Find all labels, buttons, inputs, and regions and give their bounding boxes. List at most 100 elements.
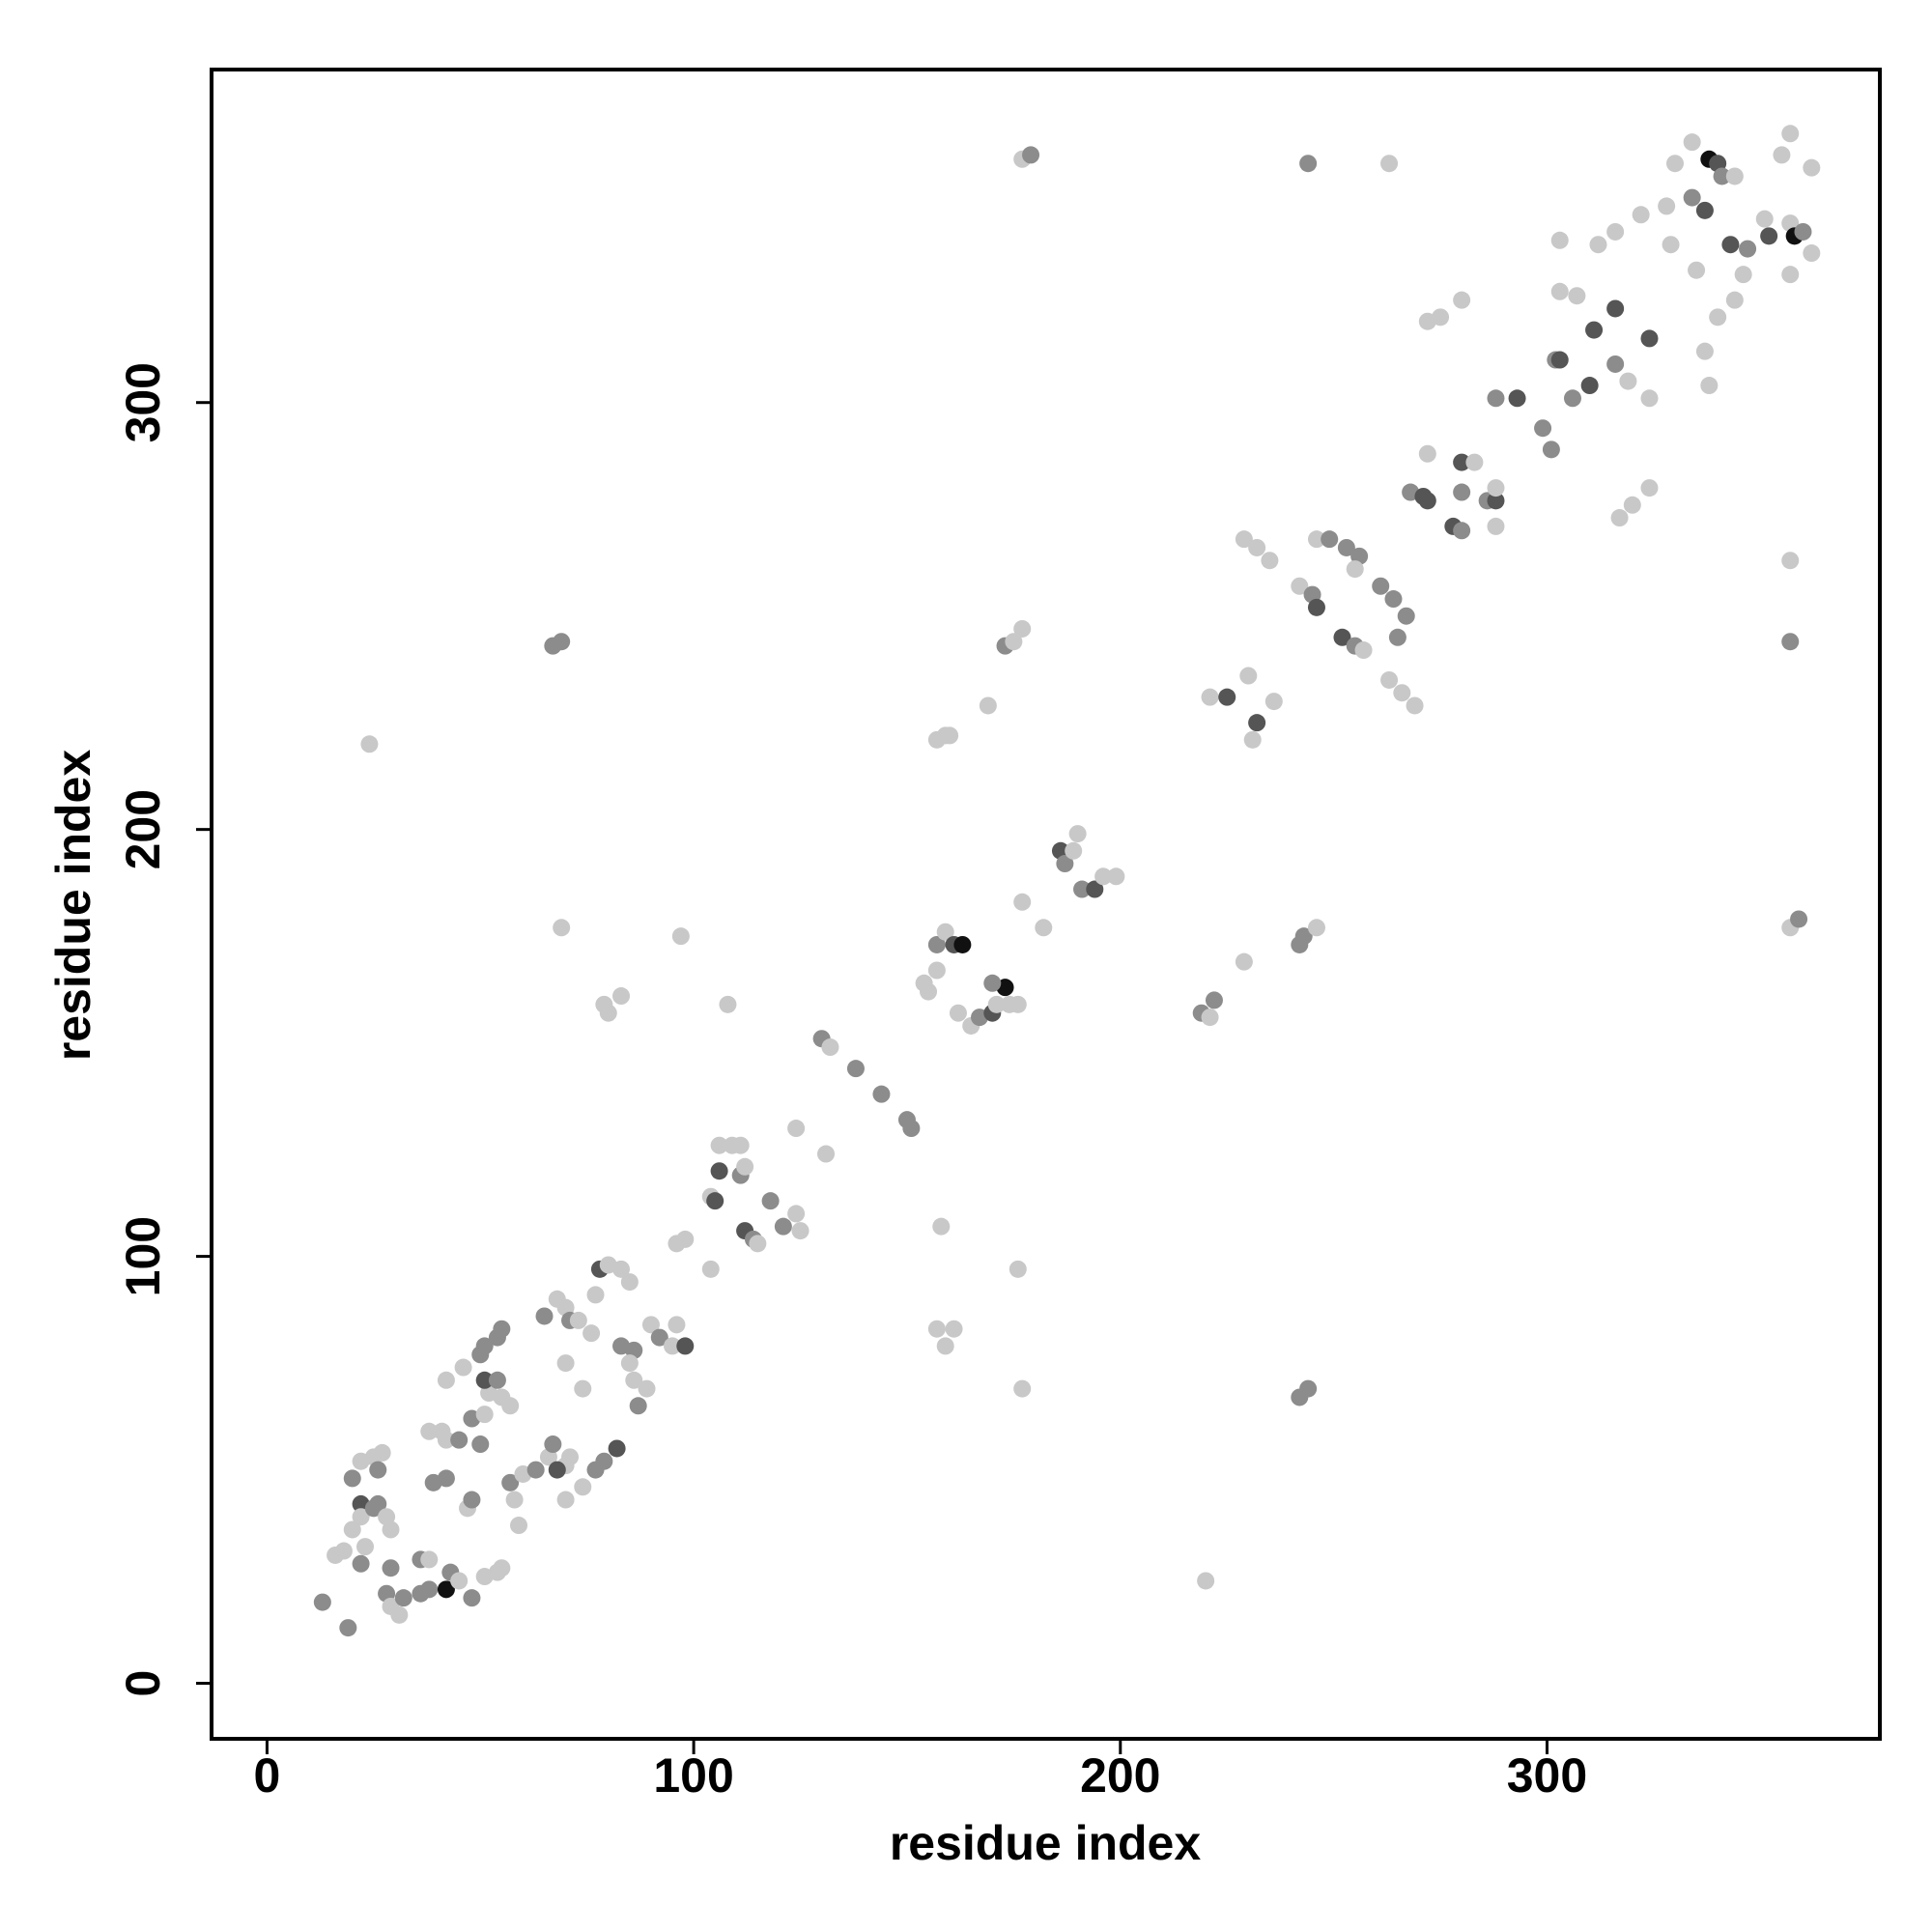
point [493,1320,511,1338]
point [1610,509,1629,527]
point [1781,633,1800,651]
point [1380,155,1399,173]
point [1005,633,1023,651]
point [701,1260,720,1278]
point [932,1217,951,1236]
point [586,1286,605,1304]
point [471,1435,490,1454]
point [1307,598,1325,616]
point [463,1491,481,1509]
point [574,1478,592,1496]
point [1487,479,1505,497]
point [505,1491,524,1509]
point [1372,577,1390,595]
point [1294,927,1313,946]
point [620,1273,639,1292]
point [1243,730,1262,749]
point [1709,308,1727,327]
point [1453,483,1471,501]
point [360,735,379,753]
point [1606,355,1625,373]
point [1589,236,1607,254]
point [1197,1572,1215,1590]
point [1418,444,1436,463]
point [787,1205,806,1223]
point [774,1217,792,1236]
point [987,995,1006,1013]
point [1013,619,1032,638]
point [378,1508,396,1526]
point [501,1397,520,1415]
point [548,1461,566,1479]
point [1321,530,1339,549]
point [1773,146,1791,164]
point [1550,282,1569,300]
point [1453,291,1471,309]
point [902,1120,921,1138]
point [569,1311,587,1329]
point [927,935,946,953]
point [983,974,1002,992]
point [941,726,959,745]
point [1248,538,1266,556]
point [475,1371,494,1389]
point [719,995,737,1013]
point [553,919,571,937]
point [629,1397,647,1415]
point [510,1517,528,1535]
point [1563,389,1581,408]
point [1107,867,1125,886]
point [1022,146,1040,164]
point [1665,155,1684,173]
point [1354,641,1373,660]
y-axis-title: residue index [46,750,100,1062]
point [334,1542,353,1560]
point [1508,389,1526,408]
point [1760,227,1778,245]
point [488,1371,506,1389]
point [1550,351,1569,369]
point [1235,530,1253,549]
point [556,1354,575,1373]
point [382,1559,400,1577]
point [535,1307,554,1325]
point [1307,919,1325,937]
point [1465,453,1484,471]
point [475,1337,494,1355]
point [1218,688,1236,706]
point [846,1060,865,1078]
point [927,961,946,980]
point [1056,855,1074,873]
point [1695,342,1714,360]
point [1721,236,1740,254]
point [561,1448,580,1466]
point [1264,693,1283,711]
point [1299,1379,1318,1398]
point [1013,1379,1032,1398]
point [493,1559,511,1577]
point [953,935,972,953]
point [420,1580,439,1599]
point [437,1371,455,1389]
point [668,1316,686,1334]
point [463,1589,481,1607]
x-tick-label: 100 [653,1748,733,1803]
point [352,1554,370,1573]
point [356,1538,375,1556]
point [1568,287,1586,305]
point [1388,628,1406,646]
point [1248,714,1266,732]
point [710,1136,728,1154]
point [1580,377,1599,395]
point [1065,841,1083,860]
point [1035,919,1053,937]
point [1337,538,1355,556]
point [544,1435,562,1454]
point [420,1550,439,1569]
point [343,1520,361,1539]
point [454,1358,472,1377]
point [1790,910,1808,928]
point [1261,552,1279,570]
point [339,1619,357,1637]
point [582,1324,601,1343]
